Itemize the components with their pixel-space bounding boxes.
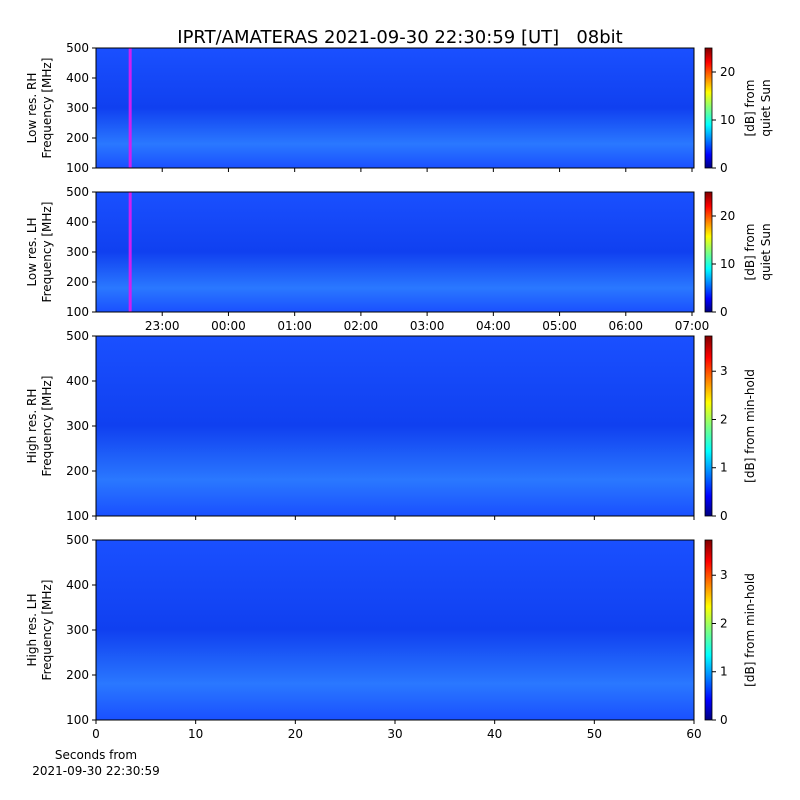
x-tick-label: 20: [288, 727, 303, 741]
x-tick-label: 23:00: [145, 319, 180, 333]
y-axis-label: Frequency [MHz]: [40, 376, 54, 477]
y-tick-label: 400: [66, 71, 89, 85]
colorbar: [704, 539, 713, 721]
x-tick-label: 50: [587, 727, 602, 741]
x-tick-label: 00:00: [211, 319, 246, 333]
colorbar: [704, 191, 713, 313]
colorbar-tick-label: 1: [720, 665, 728, 679]
colorbar-label: quiet Sun: [759, 223, 773, 280]
colorbar-tick-label: 0: [720, 713, 728, 727]
y-tick-label: 500: [66, 41, 89, 55]
x-tick-label: 05:00: [542, 319, 577, 333]
colorbar-label: [dB] from: [743, 80, 757, 137]
x-axis-label: 2021-09-30 22:30:59: [32, 764, 159, 778]
colorbar-tick-label: 10: [720, 257, 735, 271]
spectrogram-image: [96, 540, 694, 720]
colorbar-label: quiet Sun: [759, 79, 773, 136]
y-tick-label: 200: [66, 464, 89, 478]
spectrogram-image: [96, 336, 694, 516]
colorbar-tick-label: 3: [720, 568, 728, 582]
figure-title: IPRT/AMATERAS 2021-09-30 22:30:59 [UT] 0…: [177, 27, 622, 48]
colorbar-tick-label: 3: [720, 364, 728, 378]
y-axis-label: Frequency [MHz]: [40, 202, 54, 303]
y-tick-label: 500: [66, 533, 89, 547]
y-axis-label: High res. RH: [25, 389, 39, 464]
colorbar-tick-label: 20: [720, 209, 735, 223]
colorbar: [704, 335, 713, 517]
x-tick-label: 03:00: [410, 319, 445, 333]
colorbar: [704, 47, 713, 169]
y-tick-label: 100: [66, 713, 89, 727]
colorbar-tick-label: 2: [720, 412, 728, 426]
y-tick-label: 400: [66, 215, 89, 229]
x-tick-label: 02:00: [344, 319, 379, 333]
x-tick-label: 07:00: [675, 319, 710, 333]
y-tick-label: 300: [66, 623, 89, 637]
x-tick-label: 01:00: [277, 319, 312, 333]
colorbar-label: [dB] from min-hold: [743, 369, 757, 483]
colorbar-label: [dB] from: [743, 224, 757, 281]
x-tick-label: 06:00: [608, 319, 643, 333]
colorbar-tick-label: 0: [720, 161, 728, 175]
x-tick-label: 40: [487, 727, 502, 741]
x-axis-label: Seconds from: [55, 748, 137, 762]
y-tick-label: 500: [66, 185, 89, 199]
colorbar-tick-label: 1: [720, 461, 728, 475]
spectrogram-image: [96, 48, 694, 168]
y-tick-label: 500: [66, 329, 89, 343]
x-tick-label: 10: [188, 727, 203, 741]
y-axis-label: Frequency [MHz]: [40, 58, 54, 159]
x-tick-label: 0: [92, 727, 100, 741]
y-axis-label: Low res. LH: [25, 217, 39, 286]
y-axis-label: Low res. RH: [25, 73, 39, 144]
x-tick-label: 60: [686, 727, 701, 741]
x-tick-label: 04:00: [476, 319, 511, 333]
colorbar-tick-label: 0: [720, 509, 728, 523]
y-tick-label: 200: [66, 668, 89, 682]
colorbar-label: [dB] from min-hold: [743, 573, 757, 687]
spectrogram-image: [96, 192, 694, 312]
y-tick-label: 200: [66, 131, 89, 145]
colorbar-tick-label: 20: [720, 65, 735, 79]
y-tick-label: 100: [66, 305, 89, 319]
y-tick-label: 100: [66, 509, 89, 523]
y-tick-label: 400: [66, 578, 89, 592]
colorbar-tick-label: 2: [720, 616, 728, 630]
y-tick-label: 100: [66, 161, 89, 175]
y-tick-label: 200: [66, 275, 89, 289]
y-tick-label: 300: [66, 245, 89, 259]
x-tick-label: 30: [387, 727, 402, 741]
colorbar-tick-label: 10: [720, 113, 735, 127]
y-tick-label: 400: [66, 374, 89, 388]
y-tick-label: 300: [66, 419, 89, 433]
y-axis-label: High res. LH: [25, 593, 39, 666]
y-tick-label: 300: [66, 101, 89, 115]
colorbar-tick-label: 0: [720, 305, 728, 319]
y-axis-label: Frequency [MHz]: [40, 580, 54, 681]
